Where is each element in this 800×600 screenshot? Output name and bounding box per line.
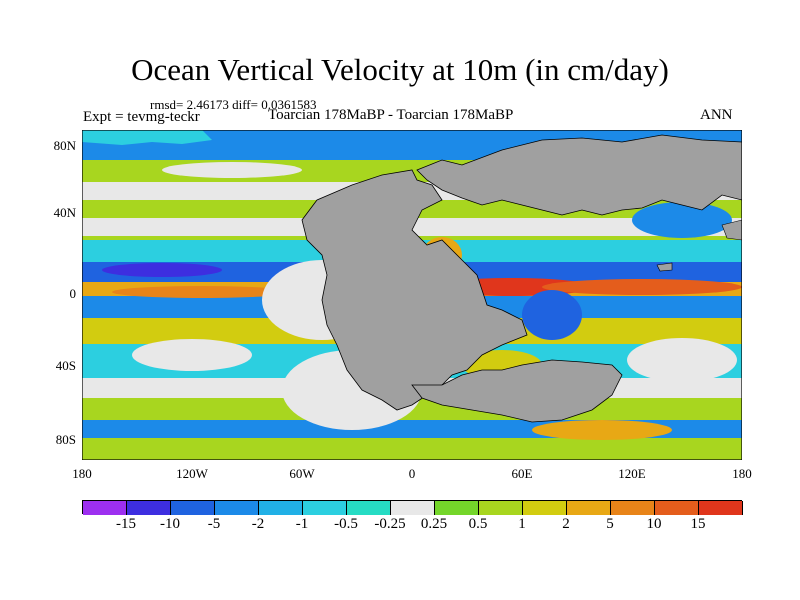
colorbar-segment	[655, 501, 699, 515]
diff-label: diff=	[232, 97, 258, 112]
y-tick-label: 40S	[55, 358, 76, 373]
colorbar-segment	[83, 501, 127, 515]
equatorial-downwelling	[102, 263, 222, 277]
subtitle: Toarcian 178MaBP - Toarcian 178MaBP	[268, 107, 514, 123]
colorbar-segment	[435, 501, 479, 515]
colorbar-label: 5	[606, 516, 614, 532]
east-south-patch	[627, 338, 737, 382]
eastern-island	[721, 219, 742, 241]
colorbar-label: 2	[562, 516, 570, 532]
y-tick-label: 0	[69, 286, 77, 301]
plot-title: Ocean Vertical Velocity at 10m (in cm/da…	[131, 52, 669, 87]
x-tick-label: 60E	[511, 466, 533, 481]
colorbar-label: 0.25	[420, 516, 448, 532]
laurasia-landmass	[416, 134, 742, 216]
colorbar-segment	[391, 501, 435, 515]
x-tick-label: 120E	[618, 466, 646, 481]
colorbar-label: -10	[160, 516, 180, 532]
colorbar-label: -15	[116, 516, 136, 532]
colorbar-segment	[171, 501, 215, 515]
colorbar-segment	[611, 501, 655, 515]
colorbar	[82, 500, 743, 515]
equatorial-upwelling-west	[112, 286, 292, 298]
y-tick-label: 80N	[53, 138, 76, 153]
colorbar-label: -0.25	[374, 516, 406, 532]
x-tick-label: 120W	[176, 466, 208, 481]
colorbar-label: -5	[207, 516, 221, 532]
velocity-map	[82, 130, 742, 460]
x-tick-label: 0	[408, 466, 416, 481]
north-pacific-patch	[162, 162, 302, 178]
x-tick-label: 60W	[289, 466, 315, 481]
tethys-downwelling	[522, 290, 582, 340]
northeast-patch	[632, 202, 732, 238]
colorbar-label: -2	[251, 516, 265, 532]
experiment-label: Expt = tevmg-teckr	[83, 109, 200, 125]
small-island	[656, 262, 673, 272]
y-tick-label: 80S	[55, 432, 76, 447]
y-tick-label: 40N	[53, 205, 76, 220]
season-label: ANN	[700, 107, 733, 123]
band-antarctic	[82, 438, 742, 460]
equatorial-upwelling-east	[542, 279, 742, 295]
map-field	[82, 130, 742, 460]
colorbar-label: -0.5	[334, 516, 358, 532]
colorbar-label: -1	[295, 516, 309, 532]
colorbar-segment	[303, 501, 347, 515]
colorbar-segment	[567, 501, 611, 515]
southern-ocean-patch	[532, 420, 672, 440]
colorbar-label: 1	[518, 516, 526, 532]
x-tick-label: 180	[72, 466, 92, 481]
arctic-patch	[82, 130, 212, 145]
colorbar-segment	[127, 501, 171, 515]
colorbar-label: 10	[646, 516, 662, 532]
colorbar-segment	[479, 501, 523, 515]
diff-value: 0.0361583	[261, 97, 317, 112]
south-pacific-patch	[132, 339, 252, 371]
pangea-west-landmass	[301, 169, 528, 411]
rmsd-value: 2.46173	[186, 97, 229, 112]
colorbar-segment	[699, 501, 743, 515]
x-tick-label: 180	[732, 466, 752, 481]
colorbar-segment	[215, 501, 259, 515]
stats-line: rmsd= 2.46173 diff= 0.0361583	[150, 97, 316, 113]
gondwana-south-landmass	[411, 359, 623, 423]
colorbar-segment	[523, 501, 567, 515]
colorbar-segment	[259, 501, 303, 515]
rmsd-label: rmsd=	[150, 97, 184, 112]
colorbar-label: 15	[690, 516, 706, 532]
colorbar-label: 0.5	[468, 516, 488, 532]
colorbar-segment	[347, 501, 391, 515]
